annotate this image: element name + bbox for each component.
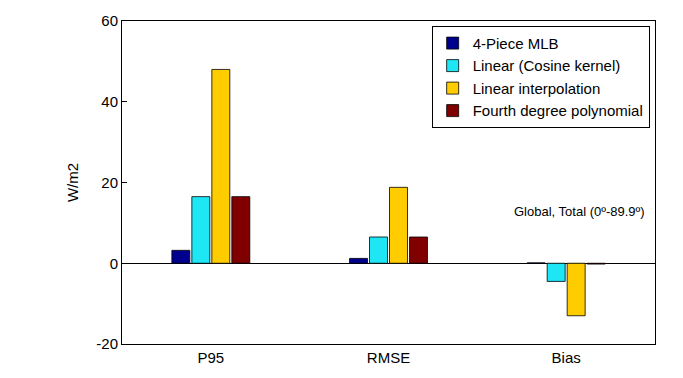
svg-text:P95: P95 <box>197 349 224 366</box>
svg-text:Fourth degree polynomial: Fourth degree polynomial <box>473 102 643 119</box>
svg-text:4-Piece MLB: 4-Piece MLB <box>473 35 559 52</box>
svg-text:40: 40 <box>101 93 118 110</box>
svg-text:-20: -20 <box>96 335 118 352</box>
svg-text:0: 0 <box>110 255 118 272</box>
svg-text:60: 60 <box>101 12 118 29</box>
svg-text:RMSE: RMSE <box>367 349 410 366</box>
svg-text:Linear interpolation: Linear interpolation <box>473 80 601 97</box>
svg-text:W/m2: W/m2 <box>64 163 81 202</box>
svg-text:Bias: Bias <box>552 349 581 366</box>
svg-text:Global, Total (0º-89.9º): Global, Total (0º-89.9º) <box>514 204 645 219</box>
svg-text:20: 20 <box>101 174 118 191</box>
svg-text:Linear (Cosine kernel): Linear (Cosine kernel) <box>473 57 621 74</box>
